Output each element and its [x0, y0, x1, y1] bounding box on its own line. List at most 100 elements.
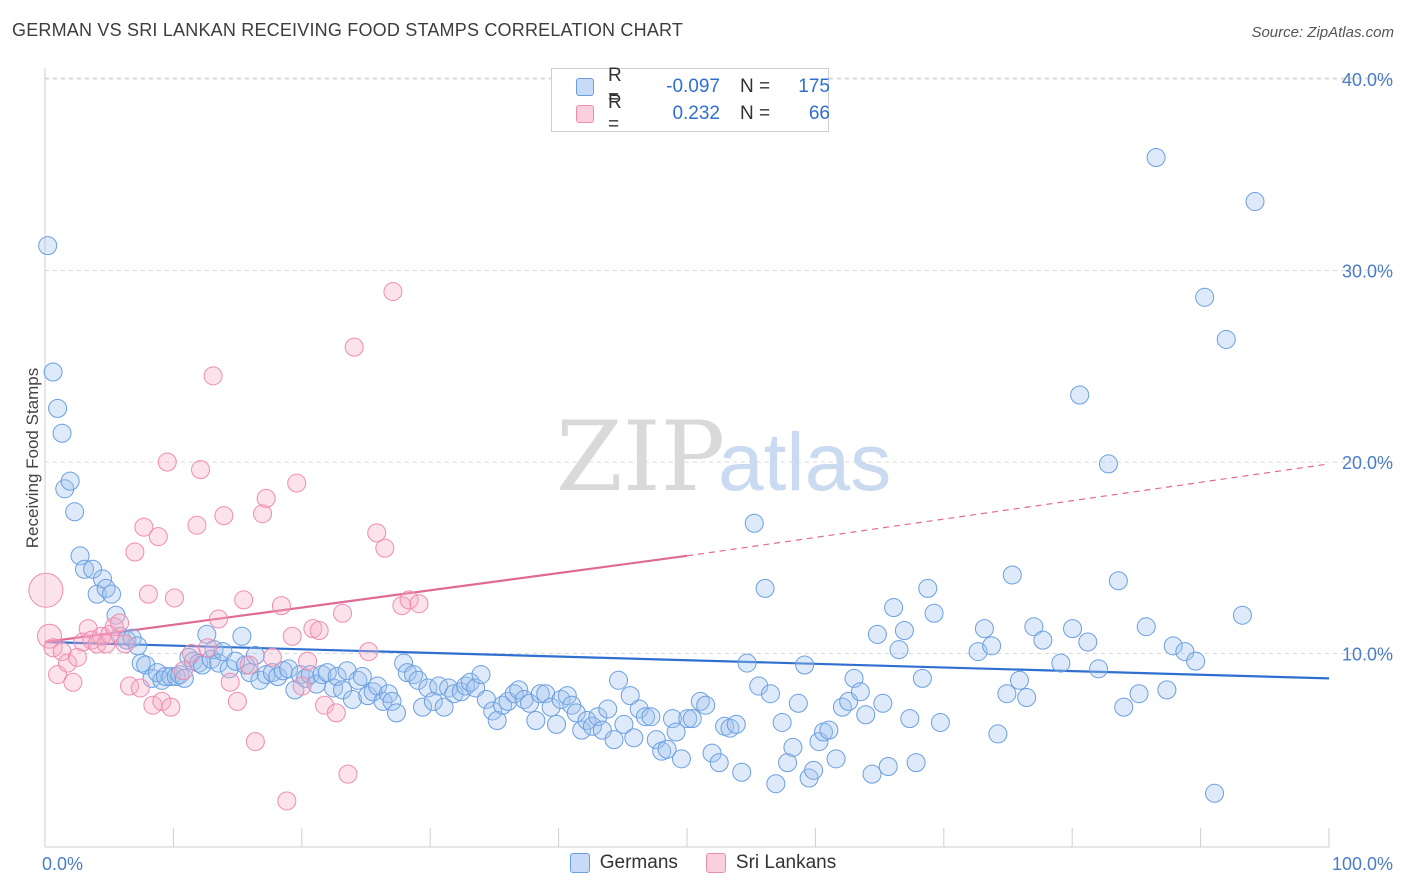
data-point — [434, 697, 454, 717]
data-point — [988, 724, 1008, 744]
data-point — [52, 423, 72, 443]
data-point — [333, 680, 353, 700]
data-point — [262, 647, 282, 667]
data-point — [182, 644, 202, 663]
y-tick-label: 30.0% — [1342, 262, 1393, 282]
data-point — [884, 598, 904, 618]
data-point — [444, 684, 464, 704]
data-point — [382, 691, 402, 711]
data-point — [1195, 287, 1215, 307]
legend-row-germans: R = -0.097 N = 175 — [576, 65, 830, 108]
data-point — [598, 699, 618, 719]
data-point — [333, 603, 353, 623]
data-point — [152, 691, 172, 711]
data-point — [873, 693, 893, 713]
legend-swatch-germans — [576, 78, 594, 96]
data-point — [208, 609, 228, 629]
data-point — [624, 728, 644, 748]
axes — [44, 68, 1330, 848]
data-point — [609, 670, 629, 690]
data-point — [87, 584, 107, 604]
data-point — [744, 513, 764, 533]
data-point — [1051, 653, 1071, 673]
data-point — [115, 634, 135, 654]
legend-n-label: N = — [740, 103, 771, 124]
data-point — [487, 711, 507, 731]
data-point — [208, 653, 228, 673]
data-point — [28, 572, 64, 608]
data-point — [245, 645, 265, 665]
legend-r-value: 0.232 — [672, 103, 720, 124]
trend-line-sri-lankans-extended — [686, 463, 1330, 557]
data-point — [1205, 783, 1225, 803]
data-point — [1024, 617, 1044, 637]
data-point — [48, 398, 68, 418]
legend-swatch-sri-lankans — [576, 105, 594, 123]
data-point — [709, 753, 729, 773]
data-point — [36, 623, 62, 649]
data-point — [423, 691, 443, 711]
data-point — [912, 668, 932, 688]
data-point — [1078, 632, 1098, 652]
data-point — [755, 578, 775, 598]
data-point — [232, 626, 252, 646]
data-point — [737, 653, 757, 673]
data-point — [772, 712, 792, 732]
trend-lines — [44, 463, 1330, 680]
data-point — [173, 661, 193, 681]
data-point — [547, 714, 567, 734]
data-point — [1163, 636, 1183, 656]
data-point — [239, 655, 259, 675]
legend-row-sri-lankans: R = 0.232 N = 66 — [576, 92, 830, 135]
data-point — [520, 693, 540, 713]
data-point — [220, 672, 240, 692]
data-point — [702, 743, 722, 763]
data-point — [359, 642, 379, 662]
data-point — [271, 596, 291, 616]
data-point — [900, 709, 920, 729]
data-point — [566, 703, 586, 723]
data-point — [974, 619, 994, 639]
data-point — [138, 584, 158, 604]
data-point — [804, 760, 824, 780]
data-point — [309, 621, 329, 641]
data-point — [96, 634, 116, 654]
data-point — [749, 676, 769, 696]
legend-r-label: R = — [608, 92, 622, 135]
data-point — [409, 594, 429, 614]
data-point — [234, 590, 254, 610]
data-point — [889, 640, 909, 660]
data-point — [471, 665, 491, 685]
data-point — [148, 527, 168, 547]
data-point — [690, 691, 710, 711]
data-point — [110, 613, 130, 633]
data-point — [1098, 454, 1118, 474]
data-point — [256, 488, 276, 508]
data-point — [277, 791, 297, 811]
trend-line-germans — [44, 640, 1330, 680]
series-label-sri-lankans: Sri Lankans — [735, 852, 837, 873]
data-point — [783, 737, 803, 757]
data-point — [213, 642, 233, 662]
legend-r-label: R = — [608, 65, 622, 108]
data-point — [292, 676, 312, 696]
data-point — [287, 473, 307, 493]
data-point — [189, 653, 209, 673]
data-point — [38, 236, 58, 256]
y-tick-label: 40.0% — [1342, 70, 1393, 90]
watermark-zip: ZIP — [556, 401, 725, 513]
data-point — [63, 672, 83, 692]
data-point — [982, 636, 1002, 656]
data-point — [826, 749, 846, 769]
data-point — [245, 732, 265, 752]
data-point — [174, 668, 194, 688]
data-point — [1186, 651, 1206, 671]
tick-labels: 10.0% 20.0% 30.0% 40.0% 0.0% 100.0% — [42, 70, 1393, 874]
data-point — [253, 504, 273, 524]
data-point — [164, 588, 184, 608]
data-point — [1129, 684, 1149, 704]
legend-n-label: N = — [740, 76, 771, 97]
data-point — [383, 282, 403, 302]
series-legend: Germans Sri Lankans — [0, 852, 1406, 874]
data-point — [1017, 688, 1037, 708]
